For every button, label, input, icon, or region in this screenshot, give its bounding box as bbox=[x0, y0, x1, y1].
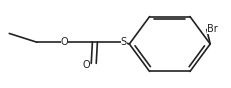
Text: O: O bbox=[82, 60, 90, 70]
Text: S: S bbox=[121, 37, 127, 47]
Text: Br: Br bbox=[207, 24, 218, 34]
Text: O: O bbox=[61, 37, 69, 47]
